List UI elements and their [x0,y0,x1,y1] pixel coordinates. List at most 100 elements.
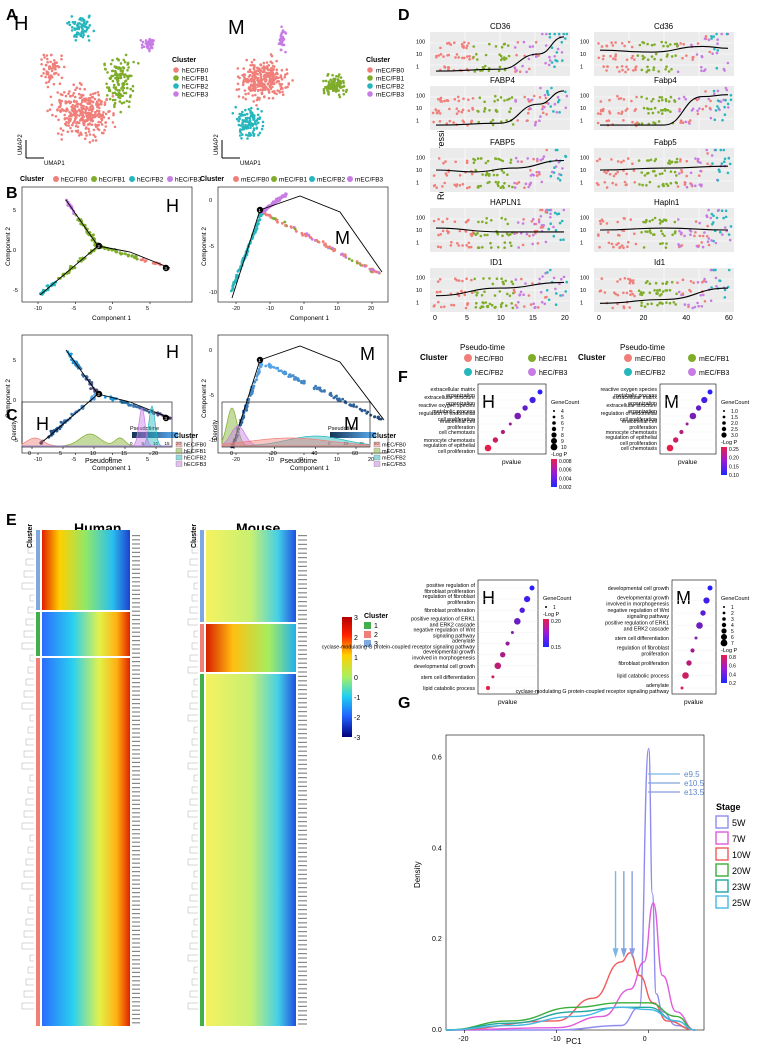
umap-h-point-fb0 [97,93,100,97]
heat-m-dendrogram [191,642,198,650]
expr-m-point-2 [726,171,730,175]
enrich-br-lp-title: -Log P [721,648,738,654]
expr-h-point-0 [443,66,447,69]
traj-m-pt-point [284,371,287,374]
umap-h-point-fb0 [52,67,56,70]
traj-m-pt-point [373,415,377,419]
umap-h-point-fb1 [117,82,120,86]
expr-h-point-1 [491,123,495,127]
enrich-tl-lp-title: -Log P [551,452,568,458]
expr-m-point-4 [727,268,731,272]
enrich-br-gc-tick-0: 1 [731,605,734,611]
umap-h-point-fb2 [80,25,83,29]
umap-m-point-fb0 [263,76,267,80]
expr-m-point-4 [619,278,622,281]
expr-h-point-3 [486,233,489,237]
expr-h-point-0 [472,55,475,59]
expr-h-point-0 [467,42,470,45]
umap-h-point-fb0 [60,54,63,57]
umap-m-point-fb0 [278,82,282,86]
enrich-tl-term-3-cont: cell proliferation [438,417,475,423]
traj-h-pseudotime-scale-tick-2: 10 [153,441,159,446]
expr-m-point-1 [640,122,644,125]
traj-m-pt-point [272,366,276,369]
umap-m-point-fb0 [252,68,256,71]
enrich-tl-term-1: extracellular structure [424,395,475,401]
expr-m-point-0 [645,70,648,74]
heat-h-gene-tick [132,698,140,700]
expr-m-point-4 [661,290,665,293]
expr-h-point-0 [457,56,461,59]
expr-h-point-0 [494,45,498,48]
expr-h-point-0 [565,32,569,36]
expr-h-point-1 [494,94,497,98]
traj-m-point [301,233,304,237]
expr-m-point-0 [660,40,663,44]
expr-m-point-2 [637,159,641,162]
umap-h-point-fb0 [68,114,72,118]
heat-h-gene-tick [132,715,140,717]
expr-m-point-1 [682,95,686,99]
expr-h-point-2 [499,158,502,162]
pc1-line-10W [445,952,695,1031]
enrich-tl-lp-tick-0: 0.008 [559,459,572,465]
umap-h-point-fb0 [59,110,62,113]
umap-h-point-fb2 [85,28,89,31]
expr-m-ytick-0-1: 10 [580,52,586,58]
expr-h-point-3 [521,222,525,225]
heat-m-gene-tick [298,878,307,880]
expr-h-point-4 [559,294,562,297]
umap-h-point-fb1 [123,60,127,64]
heat-m-dendrogram [189,894,198,902]
expr-m-point-4 [623,277,627,280]
expr-m-point-4 [646,302,649,306]
umap-h-point-fb0 [97,111,101,115]
expr-h-point-2 [523,186,526,189]
umap-m-point-fb0 [242,80,245,83]
expr-h-point-0 [518,70,522,73]
enrich-tr-term-2-cont: organization [628,409,657,415]
expr-h-point-1 [493,100,496,103]
heat-m-gene-tick [298,900,307,902]
umap-h-point-fb0 [64,94,68,98]
heat-h-gene-tick [132,711,140,713]
traj-h2-y-tick-0: 5 [13,358,16,364]
expr-h-point-1 [471,106,474,110]
heat-m-dendrogram [191,594,198,602]
heat-m-gene-tick [298,917,307,919]
umap-h-point-fb0 [45,70,48,73]
umap-h-point-fb0 [68,101,72,105]
expr-m-point-3 [680,244,684,247]
traj-h2-y-tick-2: -5 [13,438,18,444]
expr-h-point-2 [511,185,514,189]
enrich-br-dot-3 [696,622,703,629]
expr-m-point-0 [625,58,629,62]
expr-h-point-3 [544,240,548,244]
expr-m-point-4 [712,268,716,272]
expr-h-point-0 [561,59,564,62]
expr-m-point-0 [634,68,637,72]
umap-m-point-fb2 [258,131,262,135]
expr-h-point-0 [545,32,548,36]
umap-h-point-fb0 [60,138,63,141]
expr-m-point-0 [676,70,680,74]
traj-m-point [343,253,347,257]
umap-h-point-fb0 [89,112,92,115]
expr-m-point-4 [710,286,713,289]
expr-m-point-2 [616,160,620,163]
enrich-tl-lp-tick-1: 0.006 [559,468,572,474]
expr-h-point-4 [517,300,520,304]
expr-h-point-1 [550,86,553,90]
umap-m-point-fb2 [246,137,249,140]
umap-h-point-fb2 [80,23,83,27]
expr-h-point-0 [521,64,524,68]
traj-h-pt-point [123,401,127,404]
density-h-legend-swatch-3 [175,461,183,467]
umap-h-point-fb1 [122,101,126,104]
umap-m-point-fb1 [322,89,326,93]
expr-h-ytick-3-0: 100 [416,216,425,222]
traj-h2-y-tick-1: 0 [13,398,16,404]
umap-h-point-fb0 [78,87,82,91]
expr-h-point-2 [479,157,483,160]
traj-m-pt-point [248,394,252,397]
